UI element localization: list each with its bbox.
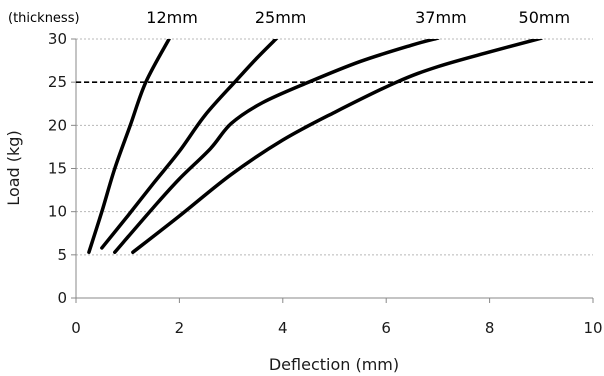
series-label-37mm: 37mm — [415, 8, 467, 27]
series-label-25mm: 25mm — [255, 8, 307, 27]
series-curve-12mm — [87, 39, 171, 254]
x-tick-label: 2 — [175, 319, 185, 337]
y-tick-label: 0 — [57, 289, 67, 307]
x-axis-title: Deflection (mm) — [269, 355, 399, 374]
y-tick-label: 5 — [57, 246, 67, 264]
x-tick-label: 0 — [71, 319, 81, 337]
series-curves — [87, 39, 543, 254]
y-tick-label: 20 — [48, 116, 67, 134]
series-curve-50mm — [131, 39, 543, 254]
x-tick-label: 6 — [381, 319, 391, 337]
series-label-12mm: 12mm — [146, 8, 198, 27]
series-curve-37mm — [113, 39, 440, 254]
y-axis-title: Load (kg) — [4, 130, 23, 205]
x-tick-label: 4 — [278, 319, 288, 337]
series-curve-25mm — [100, 39, 279, 250]
series-labels: 12mm 25mm 37mm 50mm — [146, 8, 570, 27]
y-tick-label: 30 — [48, 30, 67, 48]
y-tick-label: 10 — [48, 203, 67, 221]
x-tick-label: 8 — [485, 319, 495, 337]
x-tick-label: 10 — [583, 319, 602, 337]
axis-ticks: 0 5 10 15 20 25 30 0 2 4 6 8 10 — [48, 30, 603, 337]
thickness-annotation: (thickness) — [8, 11, 80, 26]
series-label-50mm: 50mm — [519, 8, 571, 27]
y-tick-label: 15 — [48, 160, 67, 178]
y-tick-label: 25 — [48, 73, 67, 91]
